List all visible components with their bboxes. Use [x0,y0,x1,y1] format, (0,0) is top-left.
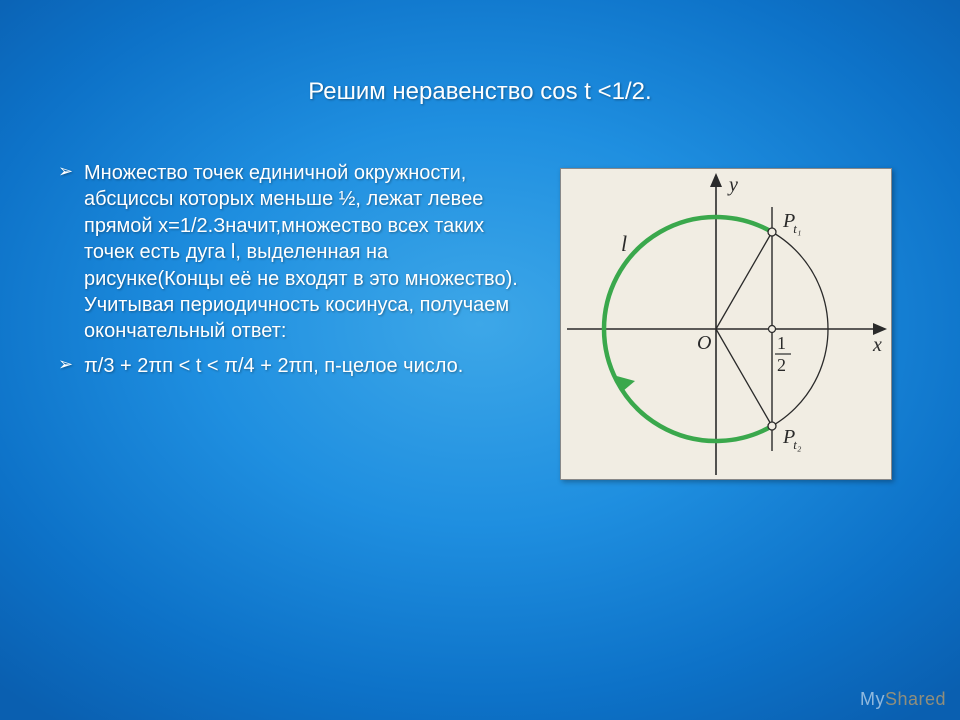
slide: Решим неравенство cos t <1/2. Множество … [0,0,960,720]
figure-column: y x O l 1 2 Pt₁ Pt₂ [556,160,896,480]
unit-circle-svg: y x O l 1 2 Pt₁ Pt₂ [561,169,891,479]
bullet-item: Множество точек единичной окружности, аб… [58,160,528,345]
slide-title: Решим неравенство cos t <1/2. [0,0,960,106]
point-pt2 [768,422,776,430]
label-pt1: Pt₁ [782,210,801,236]
watermark-shared: Shared [885,689,946,709]
point-half-on-axis [769,326,776,333]
label-y: y [727,174,738,196]
label-pt2: Pt₂ [782,426,802,452]
label-origin: O [697,332,711,354]
fraction-top: 1 [777,333,786,353]
content-row: Множество точек единичной окружности, аб… [0,106,960,480]
fraction-bottom: 2 [777,355,786,375]
watermark-my: My [860,689,885,709]
y-axis-arrow [710,173,722,187]
bullet-list: Множество точек единичной окружности, аб… [58,160,528,379]
label-l: l [621,231,627,256]
label-x: x [872,334,882,356]
watermark: MyShared [860,689,946,710]
chord-bottom [716,329,772,426]
text-column: Множество точек единичной окружности, аб… [58,160,528,480]
chord-top [716,232,772,329]
point-pt1 [768,228,776,236]
unit-circle-figure: y x O l 1 2 Pt₁ Pt₂ [560,168,892,480]
bullet-item: π/3 + 2πп < t < π/4 + 2πп, п-целое число… [58,353,528,379]
